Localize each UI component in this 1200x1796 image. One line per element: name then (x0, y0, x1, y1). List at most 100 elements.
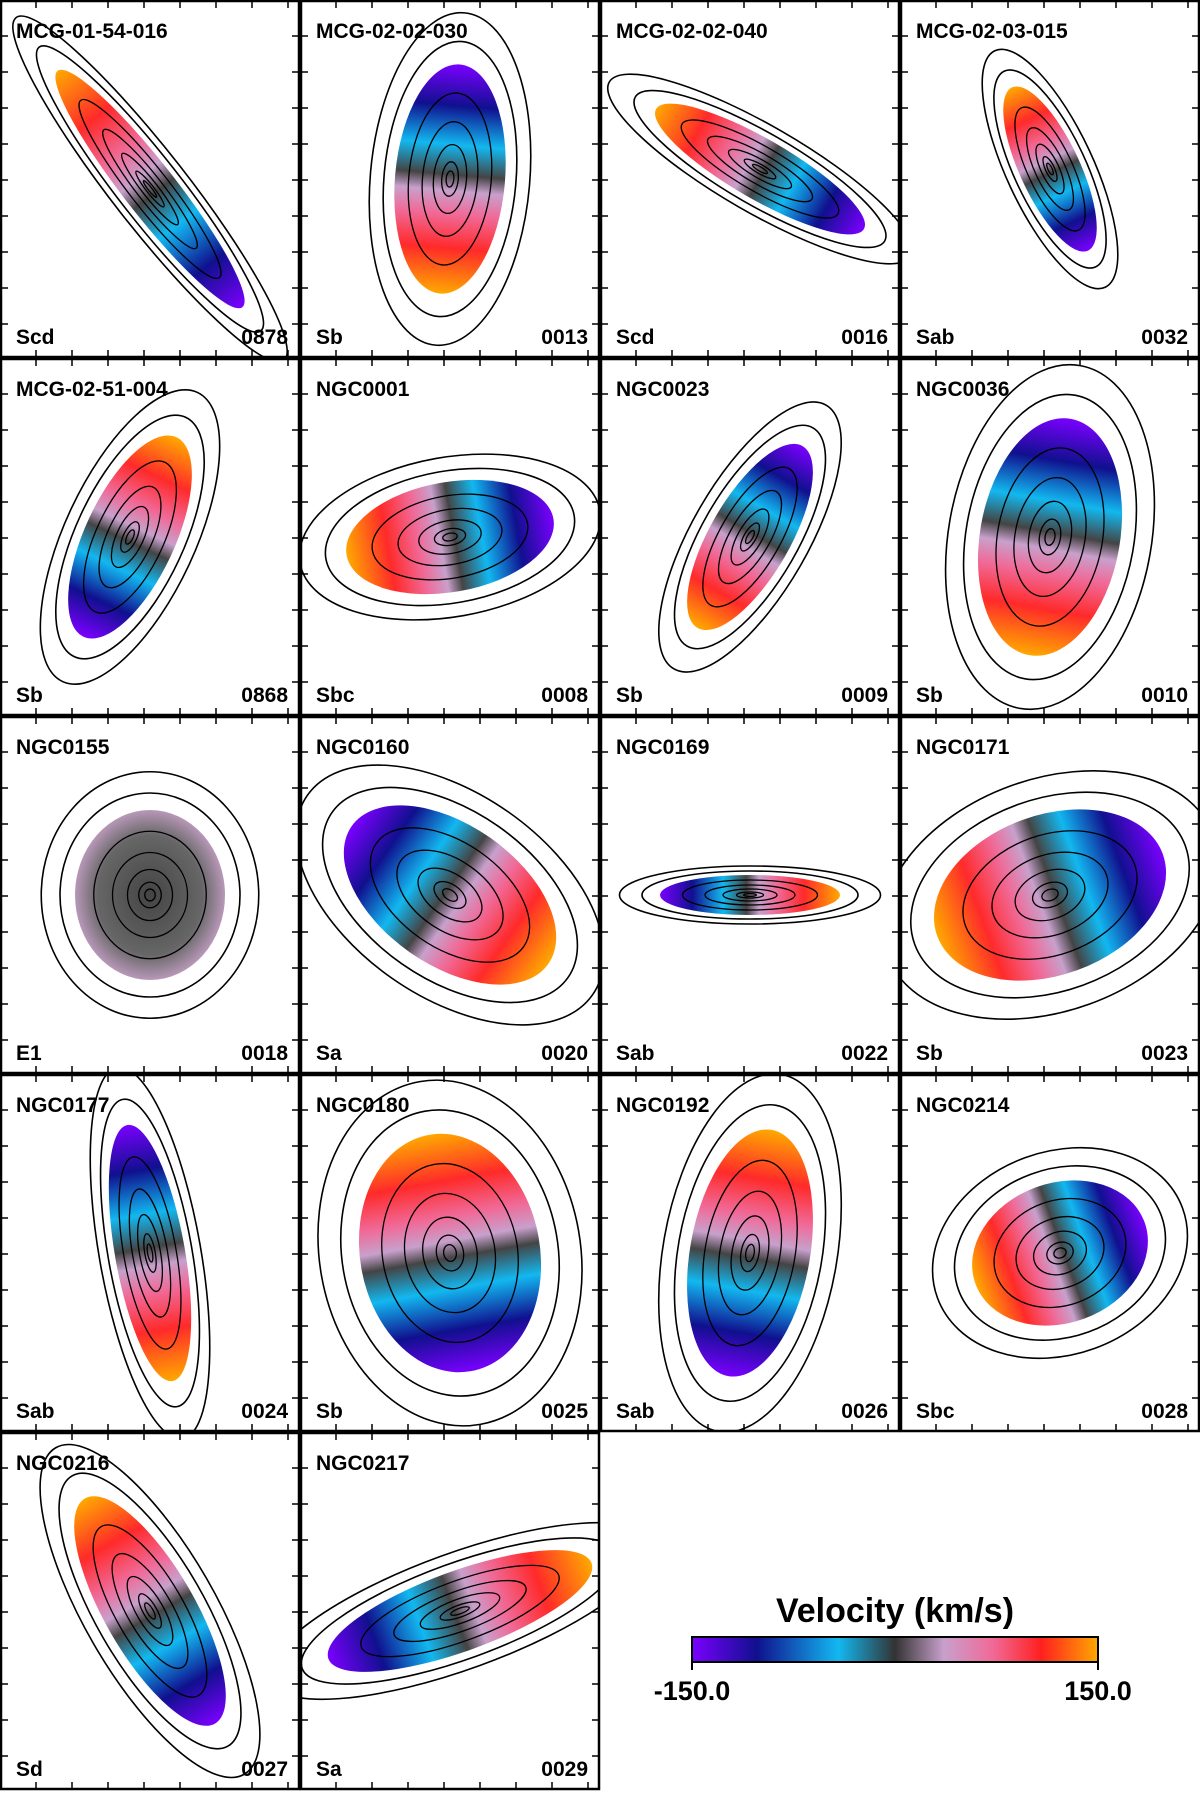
galaxy-map (12, 15, 288, 358)
panel: NGC0023 Sb 0009 (599, 357, 901, 717)
galaxy-name: MCG-01-54-016 (16, 20, 168, 43)
galaxy (40, 770, 260, 1020)
panel: MCG-02-51-004 Sb 0868 (0, 357, 301, 717)
contour (962, 830, 1138, 960)
galaxy-id: 0016 (841, 326, 888, 349)
galaxy-map (657, 401, 843, 673)
panel: NGC0155 E1 0018 (0, 715, 301, 1075)
galaxy-map (368, 11, 532, 347)
contour (382, 40, 518, 318)
colorbar-max-label: 150.0 (1064, 1676, 1132, 1706)
velocity-map (75, 810, 225, 980)
panel: NGC0214 Sbc 0028 (899, 1073, 1200, 1433)
morphology: Sa (316, 1758, 342, 1781)
galaxy-map (931, 1146, 1189, 1360)
contour (1042, 155, 1058, 183)
galaxy (900, 770, 1200, 1020)
contour (744, 1243, 756, 1263)
contour (397, 507, 503, 567)
contour (128, 1188, 172, 1318)
galaxy-name: NGC0001 (316, 378, 410, 401)
velocity-map (327, 1550, 593, 1672)
morphology: Sb (316, 1400, 343, 1423)
galaxy (368, 11, 532, 347)
velocity-map (660, 875, 840, 915)
velocity-map (687, 1129, 813, 1377)
velocity-map (1003, 86, 1097, 252)
panel: NGC0192 Sab 0026 (599, 1073, 901, 1433)
galaxy-map (317, 1079, 583, 1427)
contour (324, 467, 576, 607)
galaxy-name: NGC0171 (916, 736, 1010, 759)
galaxy-id: 0026 (841, 1400, 888, 1423)
velocity-map (972, 1180, 1148, 1326)
morphology: Sb (916, 1042, 943, 1065)
galaxy-map (40, 770, 260, 1020)
galaxy (606, 73, 900, 265)
galaxy-name: NGC0155 (16, 736, 110, 759)
contour (1032, 1230, 1088, 1276)
panel-border (899, 0, 1200, 359)
contour (439, 1601, 481, 1621)
contour (143, 1233, 157, 1273)
contour (435, 1234, 465, 1272)
galaxy-name: MCG-02-03-015 (916, 20, 1068, 43)
contour (981, 48, 1119, 290)
morphology: Sbc (916, 1400, 955, 1423)
velocity-map (68, 435, 192, 639)
galaxy-id: 0032 (1141, 326, 1188, 349)
contour (706, 135, 814, 203)
contour (403, 1192, 497, 1314)
panel-border (599, 1073, 901, 1433)
contour (138, 881, 162, 909)
galaxy-map (39, 389, 221, 685)
morphology: Sd (16, 1758, 43, 1781)
galaxy-map (300, 764, 600, 1026)
velocity-map (977, 418, 1123, 656)
morphology: Scd (616, 326, 655, 349)
galaxy (300, 764, 600, 1026)
contour (1035, 143, 1065, 195)
galaxy-map (618, 865, 882, 925)
contour (93, 830, 207, 960)
colorbar (691, 1636, 1099, 1663)
panel-border (0, 715, 301, 1075)
contour (433, 527, 467, 547)
galaxy-id: 0023 (1141, 1042, 1188, 1065)
contour (92, 1524, 208, 1698)
galaxy-name: NGC0216 (16, 1452, 109, 1475)
morphology: Sab (616, 1400, 655, 1423)
contour (137, 1593, 163, 1629)
contour (300, 1521, 600, 1701)
contour (422, 1216, 478, 1290)
contour (111, 1552, 189, 1670)
velocity-map (358, 1133, 542, 1373)
contour (125, 529, 135, 545)
panel-border (599, 715, 901, 1075)
contour (421, 121, 479, 237)
contour (1025, 127, 1075, 211)
galaxy-id: 0027 (241, 1758, 288, 1781)
panel: MCG-02-02-040 Scd 0016 (599, 0, 901, 359)
contour (433, 880, 467, 910)
contour (99, 1098, 201, 1408)
velocity-map (394, 64, 506, 294)
morphology: E1 (16, 1042, 42, 1065)
panel-border (0, 0, 301, 359)
contour (40, 770, 260, 1020)
contour (39, 1443, 261, 1779)
contour (1013, 476, 1087, 598)
contour (1031, 881, 1069, 909)
contour (633, 89, 887, 249)
galaxy-name: NGC0177 (16, 1094, 109, 1117)
galaxy-id: 0009 (841, 684, 888, 707)
panel-border (299, 715, 601, 1075)
galaxy-name: NGC0036 (916, 378, 1009, 401)
contour (704, 884, 796, 906)
galaxy-map (657, 1074, 843, 1432)
contour (98, 485, 162, 589)
panel: NGC0036 Sb 0010 (899, 357, 1200, 717)
galaxy-map (300, 453, 600, 621)
galaxy-id: 0013 (541, 326, 588, 349)
contour (118, 1156, 182, 1350)
